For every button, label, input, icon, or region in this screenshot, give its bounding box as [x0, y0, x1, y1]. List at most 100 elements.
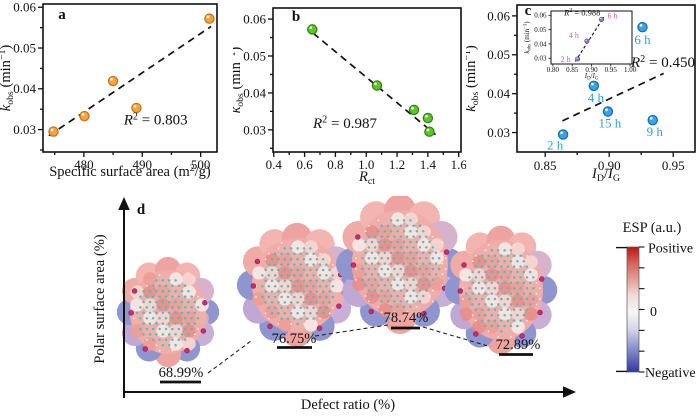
point-highlight — [426, 128, 430, 132]
x-tick-label: 480 — [74, 157, 94, 172]
esp-molecule — [116, 256, 220, 368]
panel-d-esp-diagram: 68.99% 76.75% 78.74% 72.89% d Polar surface a… — [0, 196, 700, 417]
x-tick-label: 1.0 — [358, 157, 374, 172]
x-tick-label: 500 — [191, 157, 211, 172]
point-highlight — [425, 114, 428, 118]
data-point — [371, 80, 383, 91]
dopant-atom — [473, 331, 479, 337]
x-tick-label: 1.4 — [420, 157, 437, 172]
x-tick-label: 0.90 — [585, 66, 598, 74]
x-axis-label: ID/IG — [591, 166, 620, 184]
x-axis-label: ID/IG — [584, 72, 599, 81]
x-tick-label: 0.6 — [296, 157, 313, 172]
x-tick-label: 0.85 — [566, 66, 579, 74]
chart-a: 480 490 500 0.03 0.04 0.05 0.06 R2 = 0.803 a kobs… — [0, 0, 218, 180]
dopant-atom — [368, 308, 374, 315]
axes-frame — [272, 7, 462, 153]
chart-b: 0.4 0.6 0.8 1.0 1.2 1.4 1.6 0.03 0.04 0.05 0.06 R2 … — [233, 7, 466, 187]
x-tick-label: 0.85 — [534, 158, 557, 173]
colorbar-negative-label: Negative — [645, 366, 696, 381]
axes-frame — [42, 3, 218, 153]
x-tick-label: 1.2 — [389, 157, 405, 172]
dopant-atom — [355, 234, 361, 240]
point-highlight — [585, 39, 587, 41]
data-point — [307, 24, 318, 35]
r-squared-annotation: R2 = 0.803 — [123, 111, 188, 128]
panel-c-chart: 0.85 0.90 0.95 0.03 0.04 0.05 0.06 2 h 4 h 15 h 6 … — [466, 0, 700, 196]
trend-connector — [422, 326, 489, 347]
data-point — [408, 104, 420, 116]
chart-a-svg: 480 490 500 0.03 0.04 0.05 0.06 R2 = 0.803 a kobs… — [0, 0, 218, 180]
panel-b-chart: 0.4 0.6 0.8 1.0 1.2 1.4 1.6 0.03 0.04 0.05 0.06 R2 … — [233, 0, 466, 196]
colorbar-gradient-bar — [626, 246, 640, 373]
polar-surface-percent: 78.74% — [384, 310, 429, 326]
dopant-atom — [142, 346, 148, 352]
dopant-atom — [443, 249, 450, 255]
panel-letter: b — [292, 9, 300, 25]
data-point — [599, 16, 605, 22]
x-tick-label: 0.8 — [327, 157, 343, 172]
point-label: 4 h — [588, 90, 605, 105]
esp-molecule — [236, 222, 358, 348]
point-label: 15 h — [599, 116, 622, 131]
x-axis-label: Rct — [358, 169, 375, 187]
point-highlight — [81, 112, 85, 116]
y-tick-label: 0.05 — [13, 40, 36, 55]
trend-line — [574, 16, 605, 62]
y-tick-label: 0.05 — [487, 47, 510, 62]
data-point — [584, 38, 590, 44]
data-point — [204, 13, 215, 24]
y-tick-label: 0.06 — [534, 12, 547, 20]
dopant-atom — [316, 325, 323, 331]
y-tick-label: 0.04 — [243, 85, 266, 100]
x-tick-label: 490 — [133, 157, 153, 172]
dopant-atom — [131, 288, 138, 294]
r-squared-annotation: R2 = 0.988 — [563, 7, 600, 17]
esp-molecule — [336, 196, 464, 334]
y-axis-label: kobs (min−1) — [466, 45, 481, 112]
point-highlight — [649, 116, 653, 120]
dopant-atom — [421, 310, 427, 317]
x-tick-label: 0.80 — [547, 66, 560, 74]
panel-letter: a — [58, 7, 66, 23]
point-label: 4 h — [569, 31, 579, 40]
point-highlight — [50, 128, 54, 132]
dopant-atom — [461, 262, 467, 268]
x-axis-label: Specific surface area (m2/g) — [49, 163, 211, 180]
dopant-atom — [184, 347, 190, 354]
y-tick-label: 0.04 — [534, 40, 547, 48]
panel-d-svg: 68.99% 76.75% 78.74% 72.89% d Polar surface a… — [92, 196, 696, 413]
data-point — [637, 21, 648, 33]
y-tick-label: 0.05 — [534, 26, 547, 34]
trend-line — [312, 32, 437, 136]
data-point — [422, 112, 434, 124]
dopant-atom — [537, 309, 543, 316]
point-highlight — [133, 104, 137, 108]
point-label: 6 h — [634, 32, 651, 47]
axes-frame — [516, 4, 696, 153]
dopant-atom — [336, 303, 342, 309]
point-highlight — [374, 82, 377, 86]
esp-colorbar: ESP (a.u.) Positive 0 Negative — [616, 220, 696, 381]
x-tick-label: 1.00 — [624, 66, 637, 74]
point-highlight — [206, 15, 210, 19]
dopant-atom — [250, 283, 257, 289]
y-tick-label: 0.04 — [487, 86, 510, 101]
y-tick-label: 0.04 — [13, 81, 36, 96]
point-highlight — [411, 106, 414, 110]
point-label: 9 h — [647, 124, 664, 139]
panel-letter: d — [137, 202, 146, 218]
dopant-atom — [254, 258, 261, 265]
polar-surface-percent: 72.89% — [496, 337, 541, 353]
trend-line — [48, 25, 212, 137]
y-axis-arrowhead — [118, 197, 130, 210]
x-tick-label: 0.95 — [662, 158, 685, 173]
x-tick-label: 0.95 — [605, 66, 618, 74]
dopant-atom — [200, 328, 207, 334]
y-tick-label: 0.06 — [243, 11, 266, 26]
chart-c_inset: 0.80 0.85 0.90 0.95 1.00 0.03 0.04 0.05 0.06 2 h 4… — [523, 7, 637, 81]
chart-c-svg: 0.85 0.90 0.95 0.03 0.04 0.05 0.06 2 h 4 h 15 h 6 … — [466, 3, 696, 184]
y-axis-label: kobs (min−1) — [233, 47, 246, 114]
top-row-charts: 480 490 500 0.03 0.04 0.05 0.06 R2 = 0.803 a kobs… — [0, 0, 700, 196]
